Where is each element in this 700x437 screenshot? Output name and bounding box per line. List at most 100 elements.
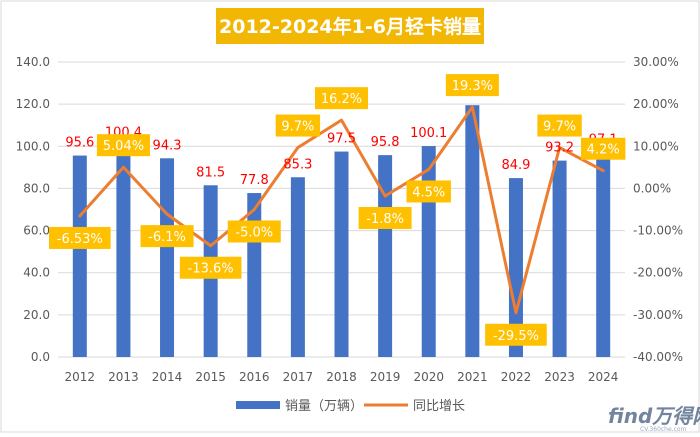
bar-value-label: 77.8 bbox=[240, 173, 269, 188]
line-value-label-text: -6.1% bbox=[148, 230, 186, 245]
bar-value-label: 84.9 bbox=[501, 158, 530, 173]
line-value-label-text: -6.53% bbox=[57, 232, 103, 247]
line-value-label-text: 5.04% bbox=[103, 139, 144, 154]
line-value-label-background bbox=[227, 220, 281, 243]
line-value-label: 4.2% bbox=[580, 137, 626, 160]
left-tick-label: 120.0 bbox=[16, 97, 50, 111]
x-tick-label: 2019 bbox=[370, 370, 401, 384]
line-value-label: 4.5% bbox=[406, 180, 451, 203]
line-value-label-background bbox=[315, 87, 368, 110]
right-tick-label: 10.00% bbox=[633, 139, 679, 153]
x-tick-label: 2017 bbox=[283, 370, 314, 384]
line-value-label-background bbox=[179, 256, 242, 279]
right-tick-label: -30.00% bbox=[633, 308, 683, 322]
line-value-label-text: -1.8% bbox=[366, 212, 404, 227]
left-tick-label: 140.0 bbox=[16, 55, 50, 69]
line-value-label-background bbox=[140, 225, 194, 248]
x-tick-label: 2012 bbox=[65, 370, 96, 384]
x-tick-label: 2015 bbox=[195, 370, 226, 384]
line-value-label-background bbox=[96, 134, 150, 157]
x-tick-label: 2021 bbox=[457, 370, 488, 384]
bar bbox=[552, 160, 567, 357]
legend: 销量（万辆） 同比增长 bbox=[236, 399, 465, 414]
line-path bbox=[78, 105, 605, 315]
line-value-label: 9.7% bbox=[537, 114, 582, 137]
x-tick-label: 2014 bbox=[152, 370, 183, 384]
bar-series bbox=[72, 105, 611, 357]
left-tick-label: 0.0 bbox=[31, 350, 50, 364]
bar-value-label: 95.6 bbox=[65, 136, 94, 151]
line-series bbox=[78, 105, 605, 315]
line-value-label: -6.1% bbox=[140, 225, 194, 248]
line-value-label: -1.8% bbox=[358, 207, 412, 230]
bar-value-label: 93.2 bbox=[545, 141, 574, 156]
bar bbox=[334, 151, 349, 357]
left-tick-label: 100.0 bbox=[16, 139, 50, 153]
line-value-label-text: 4.2% bbox=[587, 143, 620, 158]
bar bbox=[160, 158, 175, 357]
bar-value-label: 94.3 bbox=[153, 138, 182, 153]
chart-title-group: 2012-2024年1-6月轻卡销量 bbox=[216, 8, 484, 44]
line-data-labels: -6.53% 5.04% -6.1% -13.6% -5.0% 9.7% 16.2% -1.8… bbox=[49, 74, 626, 346]
bar bbox=[247, 193, 262, 357]
line-value-label-text: -5.0% bbox=[235, 226, 273, 241]
watermark-logo: find万得网 bbox=[608, 404, 700, 428]
x-tick-label: 2022 bbox=[501, 370, 532, 384]
line-value-label: 9.7% bbox=[275, 114, 321, 137]
line-value-label-text: 16.2% bbox=[321, 92, 362, 107]
line-value-label-background bbox=[49, 226, 111, 249]
x-tick-label: 2016 bbox=[239, 370, 270, 384]
right-axis-ticks: -40.00% -30.00% -20.00% -10.00% 0.00% 10.00% 2… bbox=[633, 55, 683, 364]
left-axis-ticks: 0.0 20.0 40.0 60.0 80.0 100.0 120.0 140.0 bbox=[16, 55, 50, 364]
bar bbox=[378, 155, 393, 357]
legend-line-label: 同比增长 bbox=[413, 399, 465, 414]
line-value-label-background bbox=[485, 323, 547, 346]
line-value-label-text: 9.7% bbox=[543, 120, 576, 135]
line-value-label: 16.2% bbox=[315, 87, 368, 110]
right-tick-label: -40.00% bbox=[633, 350, 683, 364]
line-value-label-text: 9.7% bbox=[281, 120, 314, 135]
line-value-label-text: 19.3% bbox=[452, 79, 493, 94]
bar-value-label: 95.8 bbox=[371, 135, 400, 150]
bar-value-label: 100.1 bbox=[410, 126, 447, 141]
legend-bar-swatch bbox=[236, 401, 280, 409]
bar-value-label: 85.3 bbox=[283, 157, 312, 172]
x-axis-ticks: 2012 2013 2014 2015 2016 2017 2018 2019 2020 2021… bbox=[65, 370, 619, 384]
right-tick-label: 20.00% bbox=[633, 97, 679, 111]
bar bbox=[596, 152, 611, 357]
x-tick-label: 2018 bbox=[326, 370, 357, 384]
line-value-label-text: -13.6% bbox=[188, 262, 234, 277]
line-value-label-background bbox=[537, 114, 582, 137]
bar bbox=[72, 155, 87, 357]
bar bbox=[508, 178, 523, 357]
right-tick-label: -10.00% bbox=[633, 224, 683, 238]
line-value-label-background bbox=[406, 180, 451, 203]
bar bbox=[290, 177, 305, 357]
line-value-label: 5.04% bbox=[96, 134, 150, 157]
line-value-label-background bbox=[358, 207, 412, 230]
left-tick-label: 80.0 bbox=[23, 181, 50, 195]
x-tick-label: 2024 bbox=[588, 370, 619, 384]
x-tick-label: 2013 bbox=[108, 370, 139, 384]
legend-bar-label: 销量（万辆） bbox=[285, 399, 363, 414]
bar-value-label: 97.5 bbox=[327, 132, 356, 147]
line-value-label: -6.53% bbox=[49, 226, 111, 249]
right-tick-label: 30.00% bbox=[633, 55, 679, 69]
bar-value-label: 81.5 bbox=[196, 165, 225, 180]
line-value-label: -5.0% bbox=[227, 220, 281, 243]
right-tick-label: 0.00% bbox=[633, 181, 671, 195]
chart-title: 2012-2024年1-6月轻卡销量 bbox=[219, 15, 481, 38]
line-value-label-text: -29.5% bbox=[493, 329, 539, 344]
line-value-label-background bbox=[445, 74, 499, 97]
bar bbox=[421, 146, 436, 357]
line-value-label-background bbox=[580, 137, 626, 160]
left-tick-label: 20.0 bbox=[23, 308, 50, 322]
line-value-label: -13.6% bbox=[179, 256, 242, 279]
x-tick-label: 2023 bbox=[544, 370, 575, 384]
left-tick-label: 60.0 bbox=[23, 224, 50, 238]
x-tick-label: 2020 bbox=[413, 370, 444, 384]
line-value-label: -29.5% bbox=[485, 323, 547, 346]
